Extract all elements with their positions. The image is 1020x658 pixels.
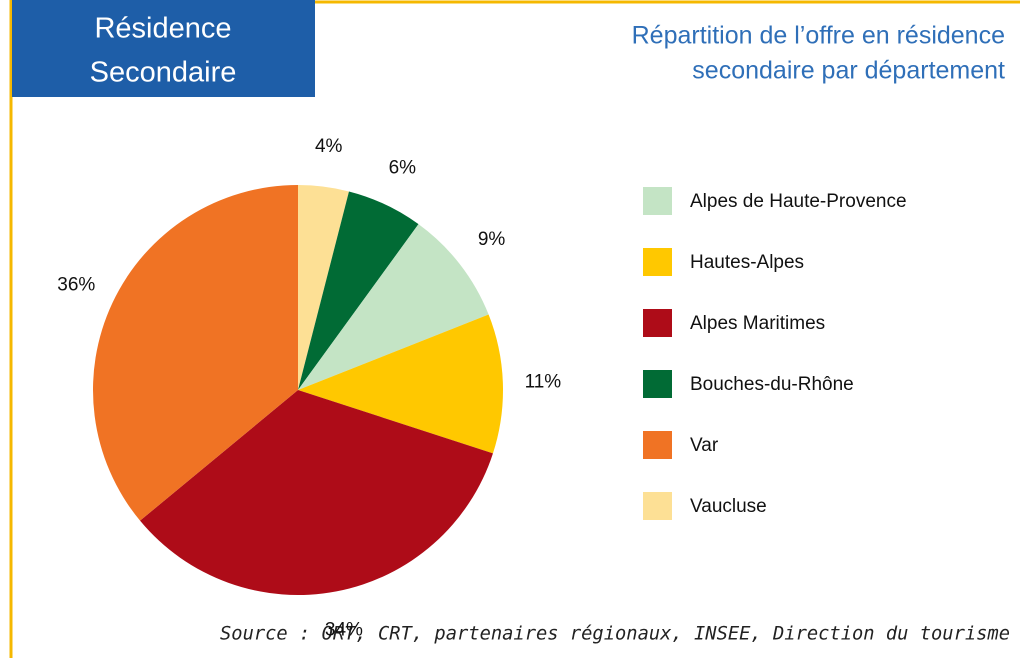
pie-slice [140, 390, 493, 595]
data-label: 36% [57, 275, 95, 296]
data-label: 6% [389, 157, 417, 178]
badge-line: Résidence [94, 13, 231, 45]
pie-slice [298, 185, 349, 390]
badge-box [12, 0, 315, 97]
legend-label: Alpes Maritimes [690, 313, 825, 334]
pie-slice [298, 224, 489, 390]
legend-label: Bouches-du-Rhône [690, 374, 854, 395]
chart-title: secondaire par département [692, 57, 1005, 85]
legend-swatch [643, 431, 672, 459]
data-label: 9% [478, 229, 506, 250]
legend-swatch [643, 492, 672, 520]
pie-slice [298, 191, 419, 390]
badge-line: Secondaire [90, 57, 237, 89]
chart-title: Répartition de l’offre en résidence [632, 22, 1005, 50]
legend-label: Vaucluse [690, 496, 767, 517]
data-label: 11% [525, 371, 562, 392]
legend-swatch [643, 309, 672, 337]
legend-label: Var [690, 435, 719, 456]
legend-swatch [643, 187, 672, 215]
legend-swatch [643, 248, 672, 276]
pie-slice [92, 185, 298, 521]
pie-slice [298, 314, 503, 454]
data-label: 34% [325, 620, 363, 641]
source-note: Source : ORT, CRT, partenaires régionaux… [220, 623, 1010, 645]
legend-swatch [643, 370, 672, 398]
data-label: 4% [315, 136, 343, 157]
legend-label: Hautes-Alpes [690, 252, 804, 273]
legend-label: Alpes de Haute-Provence [690, 191, 907, 212]
